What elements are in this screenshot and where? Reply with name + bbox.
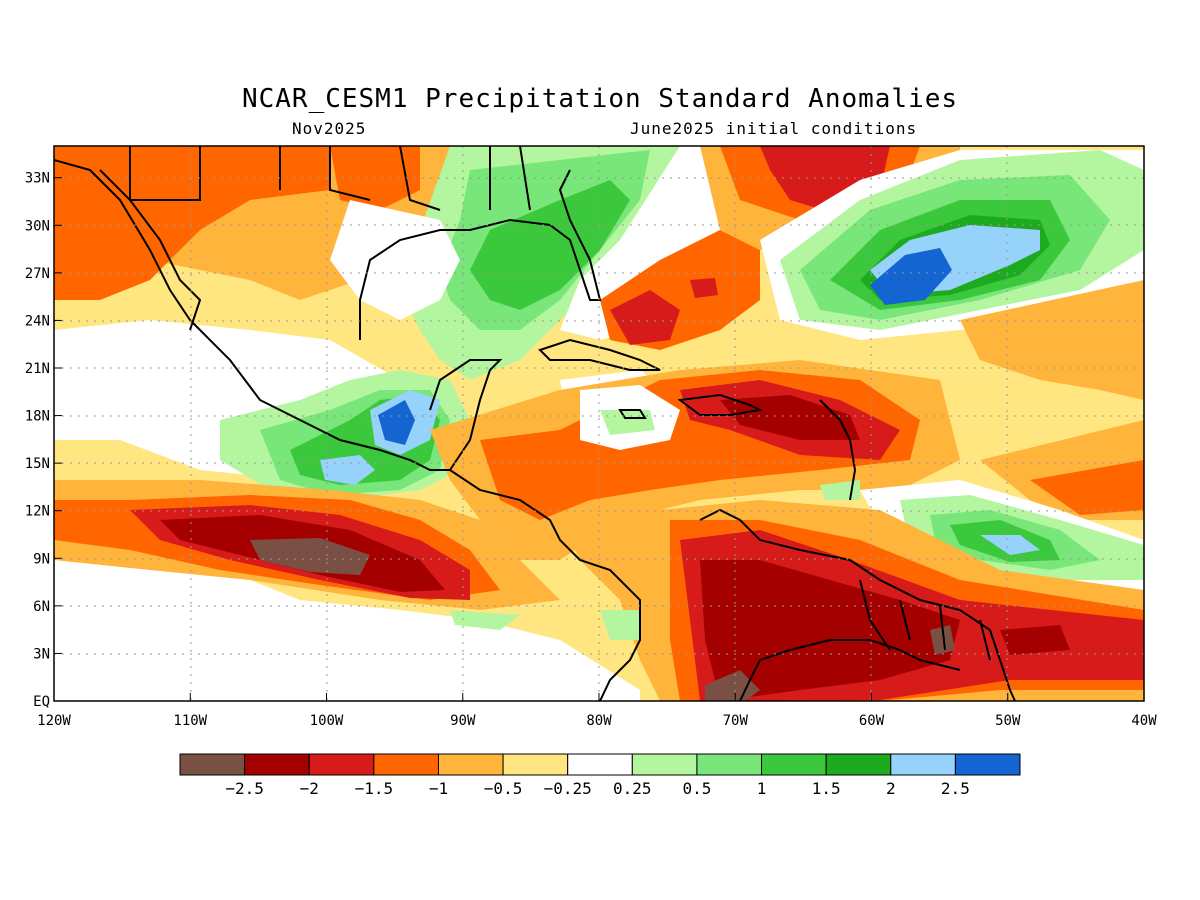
colorbar-label: −0.5: [484, 779, 523, 798]
colorbar-swatch: [696, 753, 763, 776]
colorbar-swatch: [437, 753, 504, 776]
anomaly-region: [930, 625, 955, 655]
anomaly-region: [560, 146, 760, 340]
colorbar-label: 0.25: [613, 779, 652, 798]
colorbar-swatch: [179, 753, 246, 776]
anomaly-region: [705, 670, 760, 701]
colorbar-label: 2: [886, 779, 896, 798]
colorbar-swatch: [244, 753, 310, 776]
colorbar-label: 2.5: [941, 779, 970, 798]
lat-tick-label: 9N: [33, 551, 50, 567]
anomaly-region: [378, 400, 415, 445]
colorbar-swatch: [825, 753, 892, 776]
colorbar: −2.5 −2 −1.5 −1 −0.5 −0.25 0.25 0.5 1 1.5 2 2.5: [179, 753, 1021, 798]
lon-tick-label: 60W: [859, 713, 885, 729]
anomaly-region: [320, 455, 375, 485]
lon-tick-label: 70W: [723, 713, 749, 729]
colorbar-swatch: [631, 753, 698, 776]
colorbar-label: −0.25: [544, 779, 592, 798]
anomaly-region: [54, 146, 330, 300]
lat-tick-label: 6N: [33, 599, 50, 615]
colorbar-label: −1.5: [355, 779, 394, 798]
colorbar-swatch: [308, 753, 375, 776]
anomaly-region: [870, 248, 952, 305]
anomaly-region: [470, 180, 630, 310]
initial-conditions-label: June2025 initial conditions: [630, 119, 918, 138]
colorbar-label: 0.5: [682, 779, 711, 798]
colorbar-swatch: [761, 753, 827, 776]
lon-tick-label: 90W: [450, 713, 476, 729]
anomaly-region: [1030, 460, 1144, 515]
lat-axis: EQ 3N 6N 9N 12N 15N 18N 21N 24N 27N 30N 33N: [25, 171, 62, 710]
lon-tick-label: 40W: [1131, 713, 1157, 729]
lat-tick-label: 24N: [25, 313, 50, 329]
grid-lines: [54, 146, 1144, 701]
lon-tick-label: 50W: [995, 713, 1021, 729]
lat-tick-label: 33N: [25, 171, 50, 187]
anomaly-region: [450, 610, 520, 630]
colorbar-label: −1: [429, 779, 448, 798]
colorbar-swatch: [373, 753, 439, 776]
lat-tick-label: 3N: [33, 646, 50, 662]
colorbar-label: −2: [300, 779, 319, 798]
anomaly-region: [980, 535, 1040, 555]
anomaly-region: [54, 560, 640, 701]
lon-tick-label: 80W: [586, 713, 612, 729]
target-month-label: Nov2025: [292, 119, 367, 138]
lat-tick-label: 18N: [25, 409, 50, 425]
lat-tick-label: EQ: [33, 694, 50, 710]
coastlines: [54, 146, 1016, 701]
lat-tick-label: 12N: [25, 504, 50, 520]
colorbar-swatch: [567, 753, 633, 776]
anomaly-region: [690, 278, 718, 298]
lon-tick-label: 110W: [173, 713, 207, 729]
lat-tick-label: 27N: [25, 266, 50, 282]
anomaly-region: [610, 290, 680, 345]
colorbar-label: 1: [757, 779, 767, 798]
colorbar-swatch: [502, 753, 569, 776]
anomaly-region: [250, 538, 370, 575]
lat-tick-label: 15N: [25, 456, 50, 472]
anomaly-region: [600, 410, 655, 435]
lon-axis: 120W 110W 100W 90W 80W 70W 60W 50W 40W: [37, 693, 1157, 729]
anomaly-region: [700, 560, 960, 701]
anomaly-field: [54, 146, 1144, 701]
lon-tick-label: 100W: [310, 713, 344, 729]
anomaly-region: [960, 280, 1144, 400]
anomaly-region: [720, 395, 860, 440]
anomaly-region: [1000, 625, 1070, 655]
colorbar-label: −2.5: [225, 779, 264, 798]
colorbar-swatch: [890, 753, 956, 776]
colorbar-swatch: [954, 753, 1021, 776]
map-title: NCAR_CESM1 Precipitation Standard Anomal…: [241, 84, 959, 114]
anomaly-region: [600, 610, 640, 640]
lat-tick-label: 30N: [25, 218, 50, 234]
lat-tick-label: 21N: [25, 361, 50, 377]
colorbar-label: 1.5: [812, 779, 841, 798]
lon-tick-label: 120W: [37, 713, 71, 729]
